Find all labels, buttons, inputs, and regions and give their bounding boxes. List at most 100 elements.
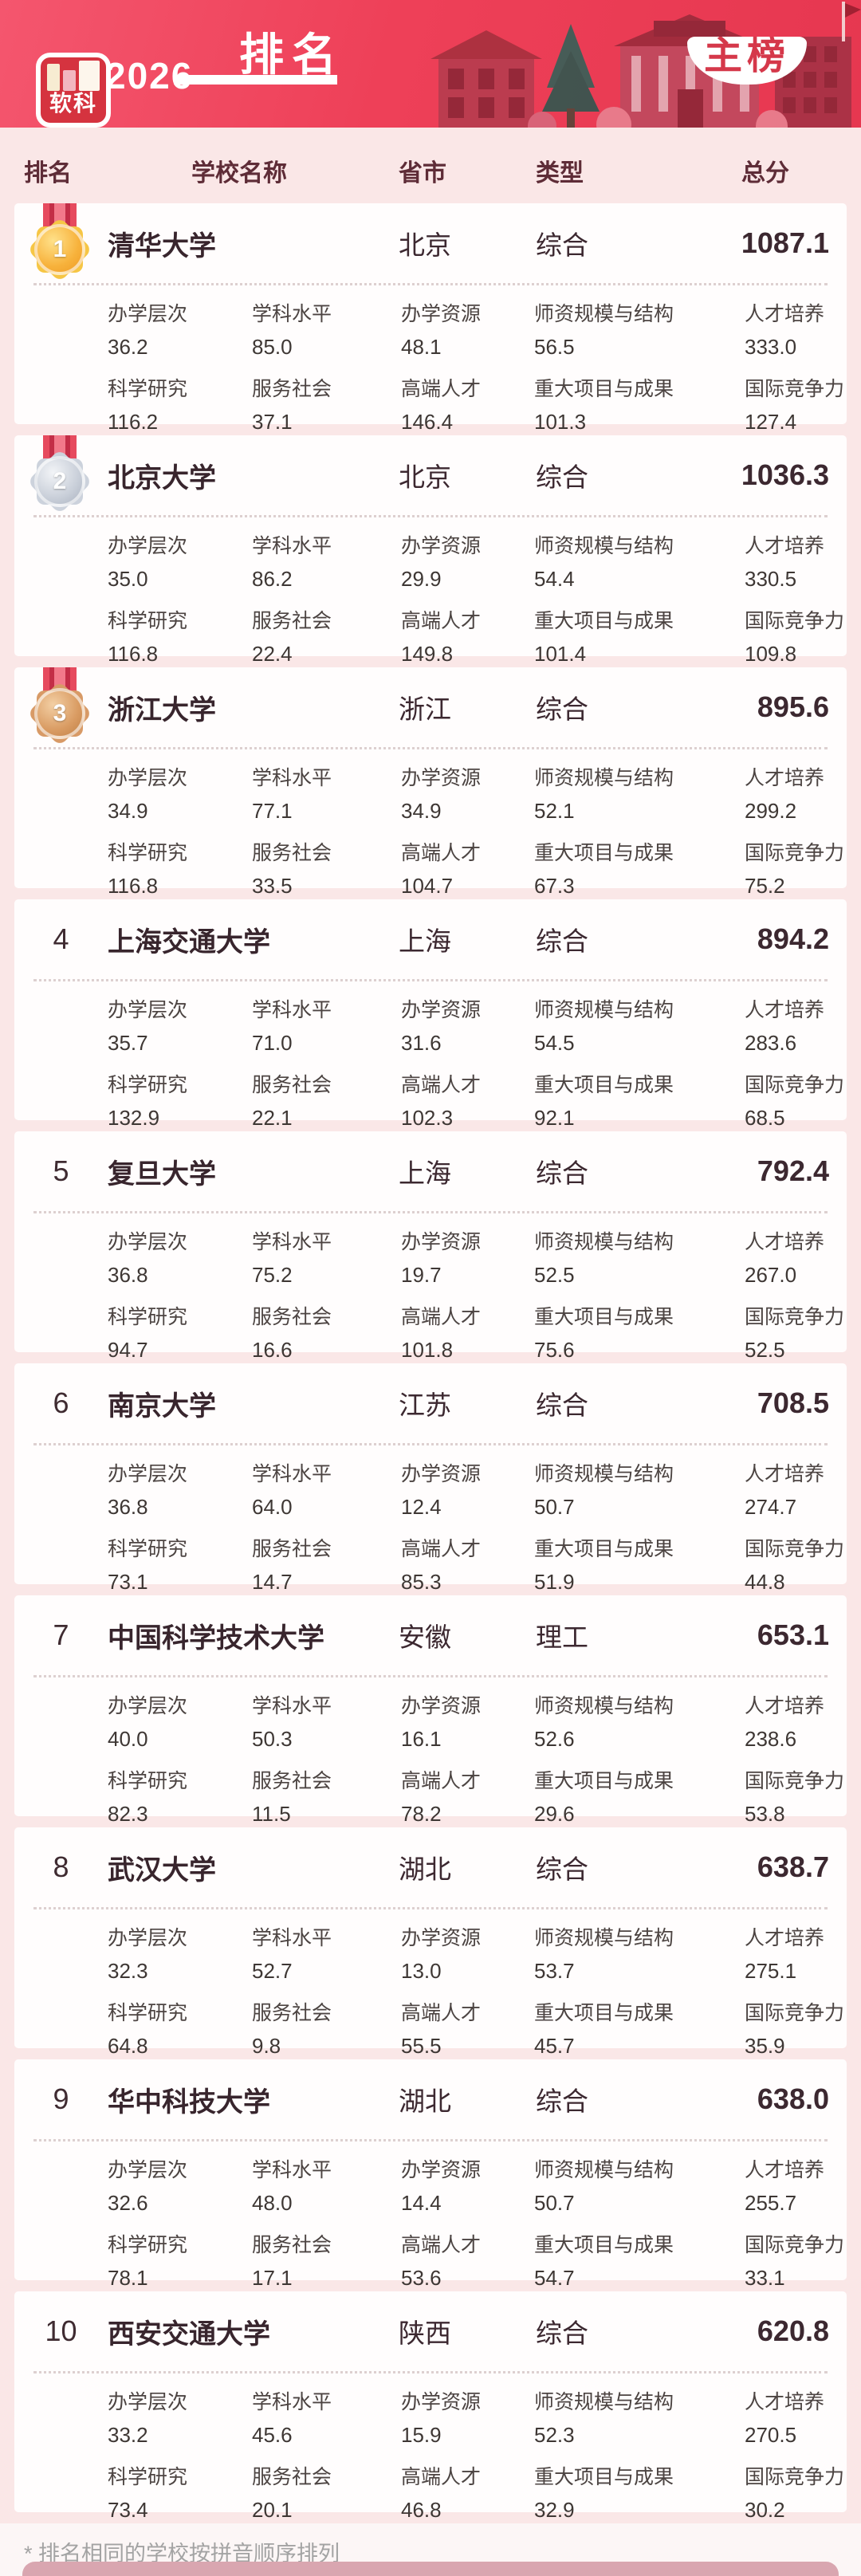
- rank-number: 8: [53, 1850, 69, 1883]
- metric-label: 师资规模与结构: [534, 767, 674, 789]
- metric-row: 科学研究 116.8 服务社会 33.5 高端人才 104.7 重大项目与成果 67.3 国际竞…: [108, 837, 847, 899]
- hero-header: 主榜 软科 2026 排名: [0, 0, 861, 128]
- column-header-rank: 排名: [24, 160, 72, 187]
- metric-label: 学科水平: [252, 1927, 332, 1949]
- metric-label: 服务社会: [252, 610, 332, 632]
- metric-label: 国际竞争力: [745, 1074, 845, 1096]
- university-card[interactable]: 3 3 浙江大学 浙江 综合 895.6 办学层次 34.9 学科水平 77.1 办学资…: [14, 667, 847, 898]
- metrics-block: 办学层次 36.8 学科水平 75.2 办学资源 19.7 师资规模与结构 52.5 人才培养 2…: [14, 1213, 847, 1363]
- school-name: 南京大学: [108, 1390, 216, 1422]
- school-name: 武汉大学: [108, 1854, 216, 1886]
- metric-value: 16.6: [252, 1338, 293, 1362]
- metric-cell: 国际竞争力 75.2: [745, 837, 847, 899]
- metric-row: 科学研究 94.7 服务社会 16.6 高端人才 101.8 重大项目与成果 75.6 国际竞争…: [108, 1301, 847, 1363]
- university-card[interactable]: 7 7 中国科学技术大学 安徽 理工 653.1 办学层次 40.0 学科水平 50.…: [14, 1595, 847, 1826]
- metric-cell: 办学层次 36.2: [108, 298, 252, 360]
- school-name: 清华大学: [108, 230, 216, 262]
- metric-label: 办学资源: [401, 999, 482, 1021]
- metric-label: 重大项目与成果: [534, 2002, 674, 2024]
- metric-cell: 服务社会 37.1: [252, 373, 401, 435]
- metric-cell: 高端人才 149.8: [401, 605, 534, 667]
- school-province: 湖北: [399, 1854, 451, 1884]
- metric-label: 师资规模与结构: [534, 999, 674, 1021]
- metric-value: 46.8: [401, 2498, 442, 2522]
- metric-value: 299.2: [745, 799, 797, 823]
- metrics-block: 办学层次 35.0 学科水平 86.2 办学资源 29.9 师资规模与结构 54.4 人才培养 3…: [14, 517, 847, 667]
- metric-label: 办学层次: [108, 1231, 188, 1253]
- university-card[interactable]: 6 6 南京大学 江苏 综合 708.5 办学层次 36.8 学科水平 64.0 办学资…: [14, 1363, 847, 1594]
- school-type: 综合: [536, 1158, 588, 1188]
- metric-cell: 学科水平 52.7: [252, 1922, 401, 1984]
- metric-cell: 重大项目与成果 32.9: [534, 2461, 745, 2523]
- metric-value: 52.7: [252, 1959, 293, 1983]
- school-type: 综合: [536, 926, 588, 956]
- metric-cell: 办学资源 12.4: [401, 1458, 534, 1520]
- university-card[interactable]: 1 1 清华大学 北京 综合 1087.1 办学层次36.2学科水平85.0办学…: [14, 203, 847, 434]
- metric-value: 75.6: [534, 1338, 575, 1362]
- metric-label: 高端人才: [401, 2466, 482, 2488]
- university-card[interactable]: 10 10 西安交通大学 陕西 综合 620.8 办学层次 33.2 学科水平 45.…: [14, 2291, 847, 2522]
- metric-cell: 国际竞争力 109.8: [745, 605, 847, 667]
- metric-value: 146.4: [401, 410, 454, 434]
- metric-value: 51.9: [534, 1570, 575, 1594]
- metric-cell: 高端人才 104.7: [401, 837, 534, 899]
- total-score: 638.0: [757, 2082, 829, 2115]
- metric-value: 54.4: [534, 567, 575, 591]
- metric-value: 36.8: [108, 1263, 148, 1287]
- metric-cell: 服务社会 20.1: [252, 2461, 401, 2523]
- university-card[interactable]: 4 4 上海交通大学 上海 综合 894.2 办学层次35.7学科水平71.0办…: [14, 899, 847, 1130]
- metric-cell: 人才培养 275.1: [745, 1922, 847, 1984]
- school-province: 北京: [399, 230, 451, 260]
- metric-cell: 高端人才 46.8: [401, 2461, 534, 2523]
- metric-value: 50.7: [534, 1495, 575, 1519]
- metric-value: 52.5: [534, 1263, 575, 1287]
- rank-medal-icon: 1: [26, 203, 93, 287]
- metric-row: 办学层次 33.2 学科水平 45.6 办学资源 15.9 师资规模与结构 52.3 人才培养 2…: [108, 2386, 847, 2448]
- metric-label: 办学资源: [401, 2159, 482, 2181]
- metric-cell: 重大项目与成果 29.6: [534, 1765, 745, 1827]
- metric-row: 办学层次 35.0 学科水平 86.2 办学资源 29.9 师资规模与结构 54.4 人才培养 3…: [108, 530, 847, 592]
- metric-value: 75.2: [252, 1263, 293, 1287]
- metric-label: 师资规模与结构: [534, 303, 674, 325]
- metric-cell: 人才培养 238.6: [745, 1690, 847, 1752]
- metric-value: 274.7: [745, 1495, 797, 1519]
- metric-label: 办学层次: [108, 767, 188, 789]
- metrics-block: 办学层次 35.7 学科水平 71.0 办学资源 31.6 师资规模与结构 54.5 人才培养 2…: [14, 981, 847, 1131]
- metric-label: 办学资源: [401, 1463, 482, 1485]
- metric-value: 45.7: [534, 2034, 575, 2058]
- bottom-sheet-handle[interactable]: [22, 2562, 839, 2576]
- metric-cell: 办学资源 13.0: [401, 1922, 534, 1984]
- metric-value: 33.1: [745, 2266, 785, 2290]
- metric-value: 101.3: [534, 410, 587, 434]
- card-main-row: 1 清华大学 北京 综合 1087.1: [14, 203, 847, 283]
- dotted-divider: [33, 515, 828, 517]
- metric-value: 52.5: [745, 1338, 785, 1362]
- school-name: 北京大学: [108, 462, 216, 494]
- metric-label: 师资规模与结构: [534, 1927, 674, 1949]
- metric-label: 办学层次: [108, 1927, 188, 1949]
- metrics-block: 办学层次 36.2 学科水平 85.0 办学资源 48.1 师资规模与结构 56.5 人才培养 3…: [14, 285, 847, 435]
- metric-label: 办学层次: [108, 1463, 188, 1485]
- metric-label: 重大项目与成果: [534, 842, 674, 864]
- metric-cell: 师资规模与结构 52.5: [534, 1226, 745, 1288]
- metric-label: 学科水平: [252, 767, 332, 789]
- metric-label: 科学研究: [108, 2234, 188, 2256]
- metric-value: 53.7: [534, 1959, 575, 1983]
- metric-cell: 服务社会 22.1: [252, 1069, 401, 1131]
- metric-value: 82.3: [108, 1802, 148, 1826]
- metric-value: 73.4: [108, 2498, 148, 2522]
- metric-value: 86.2: [252, 567, 293, 591]
- university-card[interactable]: 8 8 武汉大学 湖北 综合 638.7 办学层次 32.3 学科水平 52.7 办学资…: [14, 1827, 847, 2058]
- metric-cell: 国际竞争力 33.1: [745, 2229, 847, 2291]
- metric-cell: 办学层次 32.3: [108, 1922, 252, 1984]
- university-card[interactable]: 2 2 北京大学 北京 综合 1036.3 办学层次35.0学科水平86.2办学…: [14, 435, 847, 666]
- metric-value: 85.3: [401, 1570, 442, 1594]
- university-card[interactable]: 5 5 复旦大学 上海 综合 792.4 办学层次 36.8 学科水平 75.2 办学资…: [14, 1131, 847, 1362]
- metric-cell: 办学层次 32.6: [108, 2154, 252, 2216]
- metric-value: 19.7: [401, 1263, 442, 1287]
- university-card[interactable]: 9 9 华中科技大学 湖北 综合 638.0 办学层次32.6学科水平48.0办…: [14, 2059, 847, 2290]
- card-main-row: 7 中国科学技术大学 安徽 理工 653.1: [14, 1595, 847, 1675]
- metric-row: 办学层次 32.3 学科水平 52.7 办学资源 13.0 师资规模与结构 53.7 人才培养 2…: [108, 1922, 847, 1984]
- metric-cell: 学科水平 86.2: [252, 530, 401, 592]
- metric-label: 人才培养: [745, 1231, 825, 1253]
